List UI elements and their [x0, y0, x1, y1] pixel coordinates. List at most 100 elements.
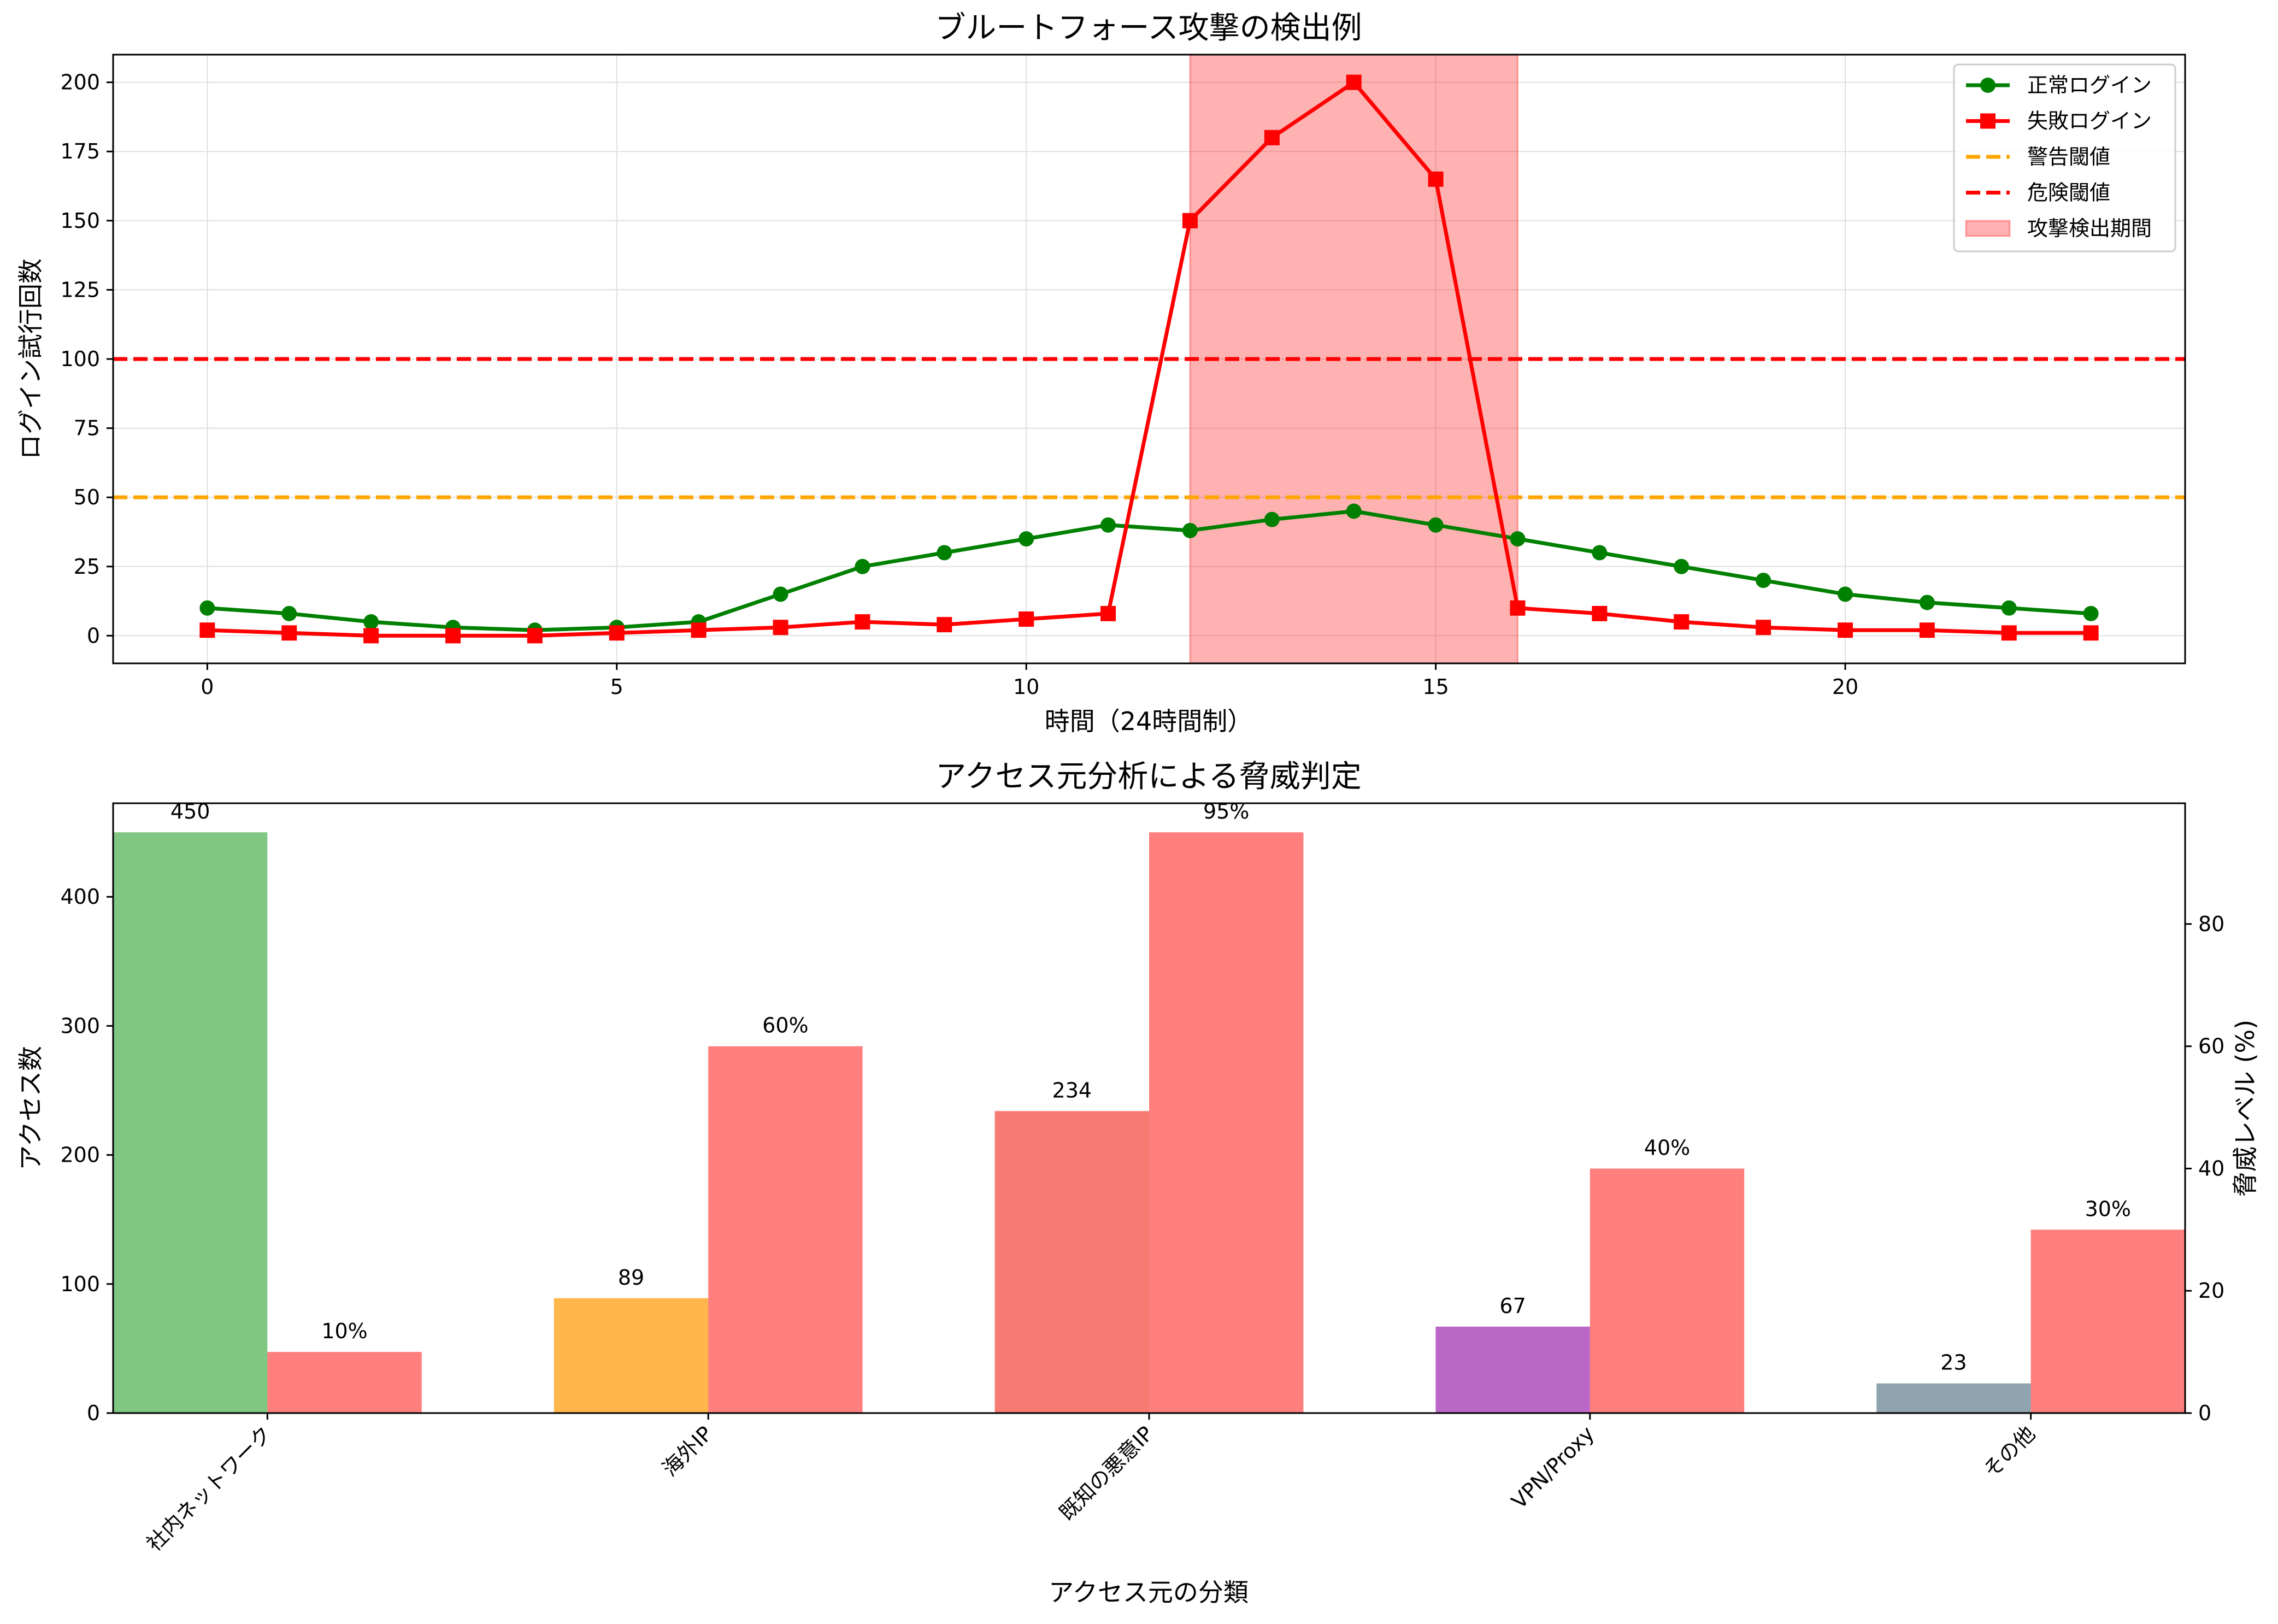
y-tick-label-right: 80 — [2198, 912, 2224, 936]
y-tick-label: 0 — [87, 623, 100, 648]
bar-label-threat: 30% — [2085, 1197, 2131, 1221]
y-tick-label-right: 40 — [2198, 1156, 2224, 1180]
data-point — [1919, 595, 1935, 610]
y-tick-label: 400 — [60, 885, 100, 909]
y-tick-label-right: 20 — [2198, 1279, 2224, 1303]
bar-label-access: 89 — [618, 1266, 644, 1290]
data-point — [1837, 586, 1853, 602]
data-point — [2083, 625, 2099, 641]
x-tick-label: 5 — [610, 675, 623, 699]
bar-label-threat: 60% — [762, 1014, 808, 1038]
data-point — [1100, 605, 1116, 621]
legend-box — [1953, 63, 2176, 252]
data-point — [1756, 573, 1771, 589]
data-point — [281, 605, 297, 621]
bar-threat-level — [1590, 1168, 1745, 1413]
bar-label-access: 23 — [1940, 1351, 1967, 1375]
legend-label: 危険閾値 — [2027, 181, 2110, 205]
data-point — [1919, 622, 1935, 638]
y-tick-label-right: 0 — [2198, 1401, 2211, 1425]
data-point — [937, 617, 952, 633]
bar-label-threat: 10% — [321, 1319, 367, 1343]
chart2-x-label: アクセス元の分類 — [1049, 1578, 1249, 1607]
y-tick-label: 100 — [60, 347, 100, 371]
bar-access-count — [1435, 1326, 1590, 1413]
data-point — [363, 614, 379, 630]
y-tick-label: 200 — [60, 70, 100, 95]
y-tick-label-right: 60 — [2198, 1034, 2224, 1058]
bar-access-count — [1876, 1383, 2031, 1413]
bar-threat-level — [708, 1046, 863, 1413]
data-point — [199, 622, 215, 638]
data-point — [1346, 74, 1362, 90]
data-point — [199, 600, 215, 616]
data-point — [773, 586, 788, 602]
chart1-y-label: ログイン試行回数 — [16, 258, 45, 460]
bar-label-threat: 40% — [1644, 1135, 1690, 1160]
y-tick-label: 0 — [87, 1401, 100, 1425]
y-tick-label: 75 — [74, 416, 100, 440]
line-chart-panel: ブルートフォース攻撃の検出例 0 5 10 15 20 0 25 50 75 100 125 150… — [16, 10, 2186, 736]
y-tick-label: 300 — [60, 1014, 100, 1038]
data-point — [773, 620, 788, 636]
series-line-2 — [207, 80, 2091, 638]
data-point — [1428, 171, 1444, 187]
bar-access-count — [113, 832, 268, 1413]
data-point — [1510, 600, 1526, 616]
data-point — [1756, 620, 1771, 636]
data-point — [609, 625, 625, 641]
series-line-1 — [207, 509, 2091, 632]
bar-chart-panel: アクセス元分析による脅威判定 45010%8960%23495%6740%233… — [16, 759, 2260, 1607]
data-point — [2001, 600, 2017, 616]
x-tick-label: 15 — [1422, 675, 1449, 699]
chart2-y-axis-right: 0 20 40 60 80 — [2185, 912, 2224, 1425]
data-point — [937, 545, 952, 561]
chart1-y-axis: 0 25 50 75 100 125 150 175 200 — [60, 70, 113, 648]
data-point — [281, 625, 297, 641]
x-tick-label: 0 — [201, 675, 214, 699]
y-tick-label: 125 — [60, 278, 100, 302]
data-point — [1182, 522, 1198, 538]
x-tick-label: 10 — [1013, 675, 1039, 699]
data-point — [363, 628, 379, 644]
data-point — [1264, 130, 1280, 145]
chart1-title: ブルートフォース攻撃の検出例 — [935, 10, 1362, 46]
chart2-y-label-right: 脅威レベル (%) — [2230, 1020, 2260, 1197]
data-point — [1346, 503, 1362, 519]
data-point — [855, 558, 870, 574]
data-point — [1019, 531, 1034, 547]
bar-label-access: 67 — [1499, 1294, 1526, 1318]
legend-swatch — [1965, 220, 2011, 237]
data-point — [855, 614, 870, 630]
bar-access-count — [994, 1111, 1149, 1413]
chart2-y-axis-left: 0 100 200 300 400 — [60, 885, 113, 1425]
data-point — [2083, 605, 2099, 621]
data-point — [1510, 531, 1526, 547]
data-point — [1592, 545, 1608, 561]
chart2-y-label-left: アクセス数 — [16, 1046, 45, 1170]
data-point — [1837, 622, 1853, 638]
legend-label: 失敗ログイン — [2027, 109, 2152, 133]
chart1-x-axis: 0 5 10 15 20 — [201, 663, 1858, 699]
chart1-thresholds — [113, 357, 2185, 499]
data-point — [1100, 517, 1116, 533]
y-tick-label: 25 — [74, 555, 100, 579]
legend-label: 警告閾値 — [2027, 145, 2110, 169]
bar-threat-level — [267, 1352, 422, 1413]
data-point — [1182, 213, 1198, 228]
bar-access-count — [554, 1298, 709, 1413]
y-tick-label: 200 — [60, 1143, 100, 1167]
data-point — [1674, 614, 1690, 630]
y-tick-label: 150 — [60, 209, 100, 233]
bar-threat-level — [2030, 1229, 2185, 1413]
data-point — [1428, 517, 1444, 533]
data-point — [1592, 605, 1608, 621]
bar-label-access: 234 — [1052, 1078, 1092, 1102]
chart2-title: アクセス元分析による脅威判定 — [935, 759, 1362, 795]
y-tick-label: 50 — [74, 485, 100, 509]
data-point — [527, 628, 543, 644]
data-point — [1674, 558, 1690, 574]
